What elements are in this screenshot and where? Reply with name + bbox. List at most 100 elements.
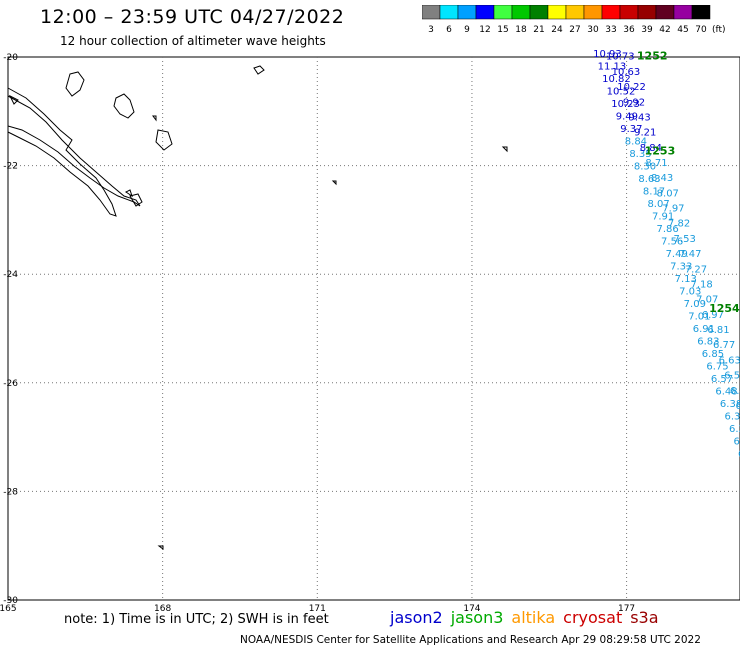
colorbar-label-39: 39	[641, 25, 653, 35]
swh-value: 6.31	[736, 401, 740, 412]
swh-value: 10.63	[612, 67, 641, 78]
swh-value: 8.07	[647, 199, 669, 210]
colorbar-swatch-70	[691, 5, 711, 20]
lon-label-174: 174	[463, 604, 480, 614]
track-b: 10.7310.6310.229.929.439.218.848.718.438…	[606, 52, 740, 412]
colorbar-label-15: 15	[497, 25, 508, 35]
swh-value: 9.43	[629, 112, 651, 123]
new-caledonia-island	[7, 95, 141, 207]
lat-label--28: -28	[3, 487, 18, 497]
legend-jason2: jason2	[390, 608, 443, 627]
colorbar-label-36: 36	[623, 25, 635, 35]
swh-value: 9.92	[623, 97, 645, 108]
swh-value: 7.56	[661, 237, 683, 248]
swh-value: 6.44	[730, 386, 740, 397]
wave-height-colorbar: 3 6 9 12 15 18 21 24 27 30 33 36 39 42 45 70 (ft)	[422, 5, 726, 35]
swh-value: 7.86	[657, 224, 679, 235]
swh-value: 8.63	[638, 174, 660, 185]
coastline	[7, 65, 508, 550]
swh-value: 7.03	[679, 287, 701, 298]
legend-cryosat: cryosat	[563, 608, 623, 627]
colorbar-label-18: 18	[515, 25, 527, 35]
swh-value: 10.82	[602, 74, 631, 85]
swh-value: 8.17	[643, 187, 665, 198]
swh-value: 10.22	[617, 82, 646, 93]
colorbar-label-27: 27	[569, 25, 580, 35]
swh-value: 6.20	[734, 437, 740, 448]
swh-value: 8.35	[629, 149, 651, 160]
swh-value: 7.33	[670, 262, 692, 273]
hunter-island	[501, 146, 508, 153]
swh-value: 7.49	[666, 249, 688, 260]
map-subtitle: 12 hour collection of altimeter wave hei…	[60, 34, 326, 48]
footer-note: note: 1) Time is in UTC; 2) SWH is in fe…	[64, 612, 329, 627]
walpole-island	[253, 65, 265, 75]
colorbar-swatches	[422, 5, 711, 20]
colorbar-unit: (ft)	[712, 25, 726, 35]
lat-label--30: -30	[3, 596, 18, 606]
map-title: 12:00 – 23:59 UTC 04/27/2022	[40, 6, 345, 28]
swh-value: 10.52	[607, 87, 636, 98]
lat-label--20: -20	[3, 53, 18, 63]
swh-value: 6.75	[706, 362, 728, 373]
swh-value: 7.07	[696, 295, 718, 306]
colorbar-label-3: 3	[428, 25, 434, 35]
new-caledonia-outer-reef	[7, 87, 117, 217]
swh-value: 6.63	[719, 355, 740, 366]
south-islet	[157, 545, 164, 550]
ouvea-island	[113, 93, 135, 119]
swh-value: 9.49	[616, 112, 638, 123]
swh-value: 7.91	[652, 212, 674, 223]
colorbar-label-24: 24	[551, 25, 563, 35]
swh-value: 10.23	[611, 99, 640, 110]
swh-value: 9.21	[634, 128, 656, 139]
belep-islands	[8, 94, 19, 105]
colorbar-label-21: 21	[533, 25, 544, 35]
swh-value: 9.37	[620, 124, 642, 135]
lon-label-165: 165	[0, 604, 17, 614]
swh-value: 7.47	[679, 249, 701, 260]
track-a: 10.9311.1310.8210.5210.239.499.378.848.3…	[593, 49, 740, 460]
tiga-island	[152, 115, 157, 122]
pass-label-1254: 1254	[709, 302, 740, 315]
lifou-island	[155, 129, 173, 151]
swh-value: 6.48	[715, 387, 737, 398]
colorbar-label-12: 12	[479, 25, 490, 35]
swh-value: 6.57	[711, 374, 733, 385]
swh-value: 7.01	[688, 312, 710, 323]
swh-value: 6.97	[702, 310, 724, 321]
swh-value: 7.18	[690, 279, 712, 290]
swh-value: 8.30	[634, 162, 656, 173]
swh-value: 7.27	[685, 264, 707, 275]
swh-value: 6.38	[720, 399, 740, 410]
swh-value: 8.84	[625, 137, 647, 148]
colorbar-label-30: 30	[587, 25, 599, 35]
swh-value: 8.07	[657, 188, 679, 199]
lon-label-177: 177	[618, 604, 635, 614]
swh-value: 11.13	[598, 62, 627, 73]
swh-value: 6.83	[697, 337, 719, 348]
swh-value: 6.03	[738, 449, 740, 460]
pass-label-1253: 1253	[645, 145, 676, 158]
graticule: 165 168 171 174 177 -20 -22 -24 -26 -28 -30	[0, 53, 740, 614]
swh-value: 6.58	[724, 371, 740, 382]
colorbar-label-42: 42	[659, 25, 670, 35]
swh-value: 6.39	[724, 412, 740, 423]
swh-value: 8.84	[640, 143, 662, 154]
swh-value: 6.85	[702, 349, 724, 360]
swh-value: 6.91	[693, 324, 715, 335]
mare-island	[129, 193, 143, 207]
swh-value: 6.77	[713, 340, 735, 351]
footer-credit: NOAA/NESDIS Center for Satellite Applica…	[240, 634, 701, 646]
legend-altika: altika	[511, 608, 556, 627]
colorbar-label-6: 6	[446, 25, 452, 35]
satellite-legend: jason2 jason3 altika cryosat s3a	[390, 608, 667, 627]
pass-labels: 1252 1253 1254	[637, 50, 740, 315]
colorbar-label-45: 45	[677, 25, 688, 35]
swh-value: 7.82	[668, 219, 690, 230]
swh-value: 8.71	[645, 158, 667, 169]
swh-value: 6.25	[729, 424, 740, 435]
colorbar-labels: 3 6 9 12 15 18 21 24 27 30 33 36 39 42 45 70 (ft)	[428, 25, 725, 35]
legend-jason3: jason3	[450, 608, 504, 627]
